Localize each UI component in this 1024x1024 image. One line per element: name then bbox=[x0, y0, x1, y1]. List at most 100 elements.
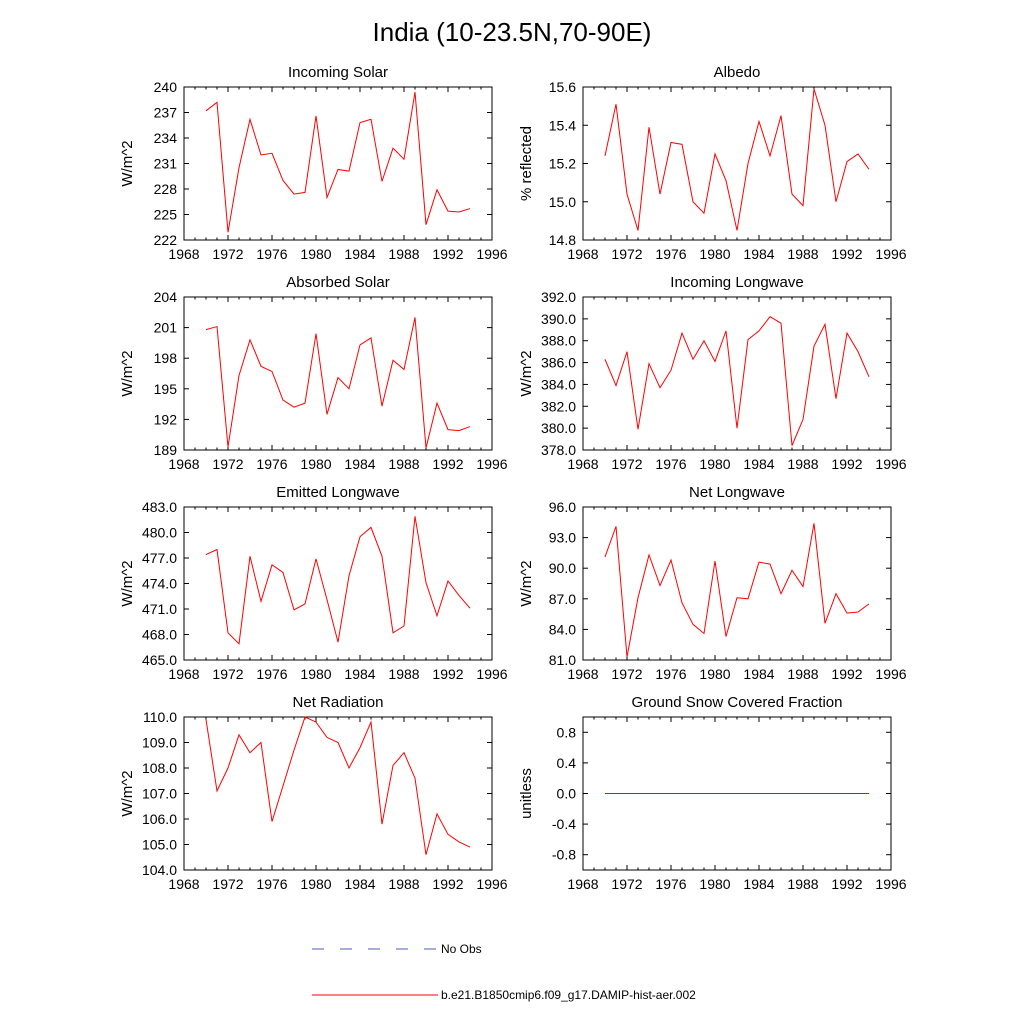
y-tick-label: 388.0 bbox=[541, 333, 576, 349]
y-tick-label: 386.0 bbox=[541, 355, 576, 371]
series-line bbox=[604, 88, 870, 231]
y-tick-label: 93.0 bbox=[549, 530, 576, 546]
y-tick-label: 195 bbox=[154, 381, 178, 397]
x-tick-label: 1988 bbox=[787, 246, 818, 262]
x-tick-label: 1980 bbox=[300, 246, 331, 262]
x-tick-label: 1972 bbox=[611, 456, 642, 472]
panel-title: Absorbed Solar bbox=[286, 274, 389, 291]
y-axis-label: W/m^2 bbox=[119, 140, 136, 186]
y-tick-label: 465.0 bbox=[142, 652, 177, 668]
y-tick-label: 222 bbox=[154, 232, 178, 248]
y-tick-label: 477.0 bbox=[142, 550, 177, 566]
x-tick-label: 1984 bbox=[743, 876, 774, 892]
x-tick-label: 1992 bbox=[831, 456, 862, 472]
x-tick-label: 1988 bbox=[787, 456, 818, 472]
x-tick-label: 1980 bbox=[300, 876, 331, 892]
x-tick-label: 1968 bbox=[567, 876, 598, 892]
y-tick-label: 84.0 bbox=[549, 621, 576, 637]
x-tick-label: 1972 bbox=[611, 246, 642, 262]
panel-6: Net Radiation W/m^2 1968 1972 1976 1980 1984 19… bbox=[119, 694, 508, 892]
y-tick-label: 231 bbox=[154, 156, 178, 172]
x-tick-label: 1996 bbox=[875, 876, 906, 892]
x-tick-label: 1976 bbox=[256, 876, 287, 892]
y-tick-label: 380.0 bbox=[541, 420, 576, 436]
y-tick-label: 0.8 bbox=[557, 724, 577, 740]
legend: No Obs b.e21.B1850cmip6.f09_g17.DAMIP-hi… bbox=[312, 942, 696, 1002]
panel-title: Net Radiation bbox=[293, 694, 384, 711]
x-tick-label: 1988 bbox=[388, 246, 419, 262]
x-tick-label: 1972 bbox=[212, 456, 243, 472]
panel-title: Incoming Longwave bbox=[670, 274, 803, 291]
panel-title: Incoming Solar bbox=[288, 64, 388, 81]
x-tick-label: 1996 bbox=[875, 666, 906, 682]
panel-5: Net Longwave W/m^2 1968 1972 1976 1980 1984 198… bbox=[518, 484, 907, 682]
y-axis-label: unitless bbox=[518, 768, 535, 819]
x-tick-label: 1976 bbox=[256, 246, 287, 262]
y-tick-label: 87.0 bbox=[549, 591, 576, 607]
x-tick-label: 1968 bbox=[168, 246, 199, 262]
x-tick-label: 1996 bbox=[476, 666, 507, 682]
x-tick-label: 1976 bbox=[655, 666, 686, 682]
x-tick-label: 1996 bbox=[875, 246, 906, 262]
y-tick-label: 392.0 bbox=[541, 289, 576, 305]
y-tick-label: 204 bbox=[154, 289, 178, 305]
y-tick-label: 104.0 bbox=[142, 862, 177, 878]
y-tick-label: 109.0 bbox=[142, 735, 177, 751]
y-tick-label: 198 bbox=[154, 350, 178, 366]
y-tick-label: 15.4 bbox=[549, 117, 576, 133]
y-tick-label: 15.6 bbox=[549, 79, 576, 95]
x-tick-label: 1976 bbox=[256, 666, 287, 682]
x-tick-label: 1984 bbox=[344, 246, 375, 262]
panel-title: Net Longwave bbox=[689, 484, 785, 501]
y-tick-label: 474.0 bbox=[142, 576, 177, 592]
y-tick-label: 237 bbox=[154, 105, 178, 121]
panel-grid: Incoming Solar W/m^2 1968 1972 1976 1980 1984 1… bbox=[119, 64, 907, 892]
y-tick-label: 234 bbox=[154, 130, 178, 146]
figure-title: India (10-23.5N,70-90E) bbox=[373, 17, 652, 47]
y-axis-label: % reflected bbox=[518, 126, 535, 201]
y-tick-label: 189 bbox=[154, 442, 178, 458]
x-tick-label: 1980 bbox=[699, 666, 730, 682]
y-tick-label: 471.0 bbox=[142, 601, 177, 617]
x-tick-label: 1992 bbox=[831, 666, 862, 682]
y-tick-label: 201 bbox=[154, 320, 178, 336]
y-tick-label: 228 bbox=[154, 181, 178, 197]
x-tick-label: 1984 bbox=[344, 876, 375, 892]
x-tick-label: 1972 bbox=[611, 666, 642, 682]
series-line bbox=[205, 317, 471, 449]
x-tick-label: 1968 bbox=[567, 666, 598, 682]
y-tick-label: 107.0 bbox=[142, 786, 177, 802]
x-tick-label: 1984 bbox=[743, 666, 774, 682]
x-tick-label: 1980 bbox=[699, 456, 730, 472]
panel-4: Emitted Longwave W/m^2 1968 1972 1976 1980 198… bbox=[119, 484, 508, 682]
y-tick-label: 15.0 bbox=[549, 194, 576, 210]
y-tick-label: 382.0 bbox=[541, 398, 576, 414]
panel-0: Incoming Solar W/m^2 1968 1972 1976 1980 1984 1… bbox=[119, 64, 508, 262]
y-tick-label: 390.0 bbox=[541, 311, 576, 327]
x-tick-label: 1984 bbox=[344, 456, 375, 472]
x-tick-label: 1992 bbox=[432, 246, 463, 262]
x-tick-label: 1968 bbox=[567, 456, 598, 472]
x-tick-label: 1976 bbox=[655, 876, 686, 892]
series-line bbox=[205, 92, 471, 233]
x-tick-label: 1996 bbox=[875, 456, 906, 472]
series-line bbox=[604, 523, 870, 658]
x-tick-label: 1984 bbox=[743, 246, 774, 262]
y-tick-label: 14.8 bbox=[549, 232, 576, 248]
y-tick-label: 384.0 bbox=[541, 376, 576, 392]
x-tick-label: 1992 bbox=[432, 876, 463, 892]
x-tick-label: 1984 bbox=[344, 666, 375, 682]
series-line bbox=[205, 716, 471, 855]
y-tick-label: -0.8 bbox=[552, 847, 576, 863]
y-tick-label: 468.0 bbox=[142, 627, 177, 643]
series-line bbox=[604, 316, 870, 446]
y-tick-label: 378.0 bbox=[541, 442, 576, 458]
y-tick-label: -0.4 bbox=[552, 816, 576, 832]
y-axis-label: W/m^2 bbox=[119, 560, 136, 606]
x-tick-label: 1988 bbox=[388, 456, 419, 472]
x-tick-label: 1976 bbox=[655, 456, 686, 472]
x-tick-label: 1972 bbox=[611, 876, 642, 892]
legend-obs-label: No Obs bbox=[441, 942, 482, 956]
x-tick-label: 1980 bbox=[300, 456, 331, 472]
